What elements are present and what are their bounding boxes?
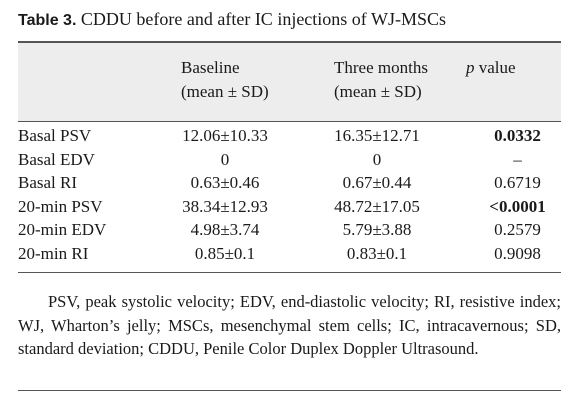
table-footnote: PSV, peak systolic velocity; EDV, end-di… xyxy=(18,292,561,358)
row-baseline: 4.98±3.74 xyxy=(190,220,260,240)
header-baseline: Baseline (mean ± SD) xyxy=(181,56,269,104)
row-p-value: 0.6719 xyxy=(494,173,541,193)
footer-rule xyxy=(18,390,561,391)
row-three-months: 48.72±17.05 xyxy=(334,196,420,216)
table-caption-text: CDDU before and after IC injections of W… xyxy=(80,9,446,29)
row-three-months: 16.35±12.71 xyxy=(334,126,420,145)
header-three-months-line2: (mean ± SD) xyxy=(334,82,422,101)
table-bottom-rule xyxy=(18,272,561,273)
row-label: Basal EDV xyxy=(18,149,95,169)
row-baseline: 0 xyxy=(220,149,230,169)
table-header-band xyxy=(18,41,561,122)
table-row: 20-min RI 0.85±0.1 0.83±0.1 0.9098 xyxy=(18,242,561,265)
table-caption-label: Table 3. xyxy=(18,12,77,29)
header-p-rest: value xyxy=(474,58,516,77)
row-baseline: 0.63±0.46 xyxy=(190,173,260,193)
table-row: 20-min EDV 4.98±3.74 5.79±3.88 0.2579 xyxy=(18,218,561,241)
header-baseline-line2: (mean ± SD) xyxy=(181,82,269,101)
row-three-months: 5.79±3.88 xyxy=(342,220,412,240)
row-label: 20-min PSV xyxy=(18,196,103,216)
row-p-value: 0.9098 xyxy=(494,244,541,263)
row-three-months: 0 xyxy=(372,149,382,169)
row-p-value: – xyxy=(513,149,522,169)
header-p-italic: p xyxy=(466,58,475,77)
row-p-value: 0.0332 xyxy=(494,126,541,145)
row-p-value: <0.0001 xyxy=(489,196,546,216)
table-row: Basal PSV 12.06±10.33 16.35±12.71 0.0332 xyxy=(18,124,561,147)
table-row: Basal EDV 0 0 – xyxy=(18,148,561,171)
header-baseline-line1: Baseline xyxy=(181,58,240,77)
row-label: 20-min EDV xyxy=(18,220,107,240)
table-row: 20-min PSV 38.34±12.93 48.72±17.05 <0.0001 xyxy=(18,195,561,218)
row-baseline: 38.34±12.93 xyxy=(182,196,268,216)
header-three-months-line1: Three months xyxy=(334,58,428,77)
row-baseline: 0.85±0.1 xyxy=(194,244,256,263)
table-caption: Table 3. CDDU before and after IC inject… xyxy=(18,8,446,32)
row-three-months: 0.83±0.1 xyxy=(346,244,408,263)
row-label: Basal RI xyxy=(18,173,78,193)
row-three-months: 0.67±0.44 xyxy=(342,173,412,193)
header-three-months: Three months (mean ± SD) xyxy=(334,56,428,104)
row-baseline: 12.06±10.33 xyxy=(182,126,268,145)
row-label: Basal PSV xyxy=(18,126,92,145)
row-label: 20-min RI xyxy=(18,244,89,263)
header-p-value: p value xyxy=(466,56,516,80)
table-row: Basal RI 0.63±0.46 0.67±0.44 0.6719 xyxy=(18,171,561,194)
row-p-value: 0.2579 xyxy=(494,220,541,240)
